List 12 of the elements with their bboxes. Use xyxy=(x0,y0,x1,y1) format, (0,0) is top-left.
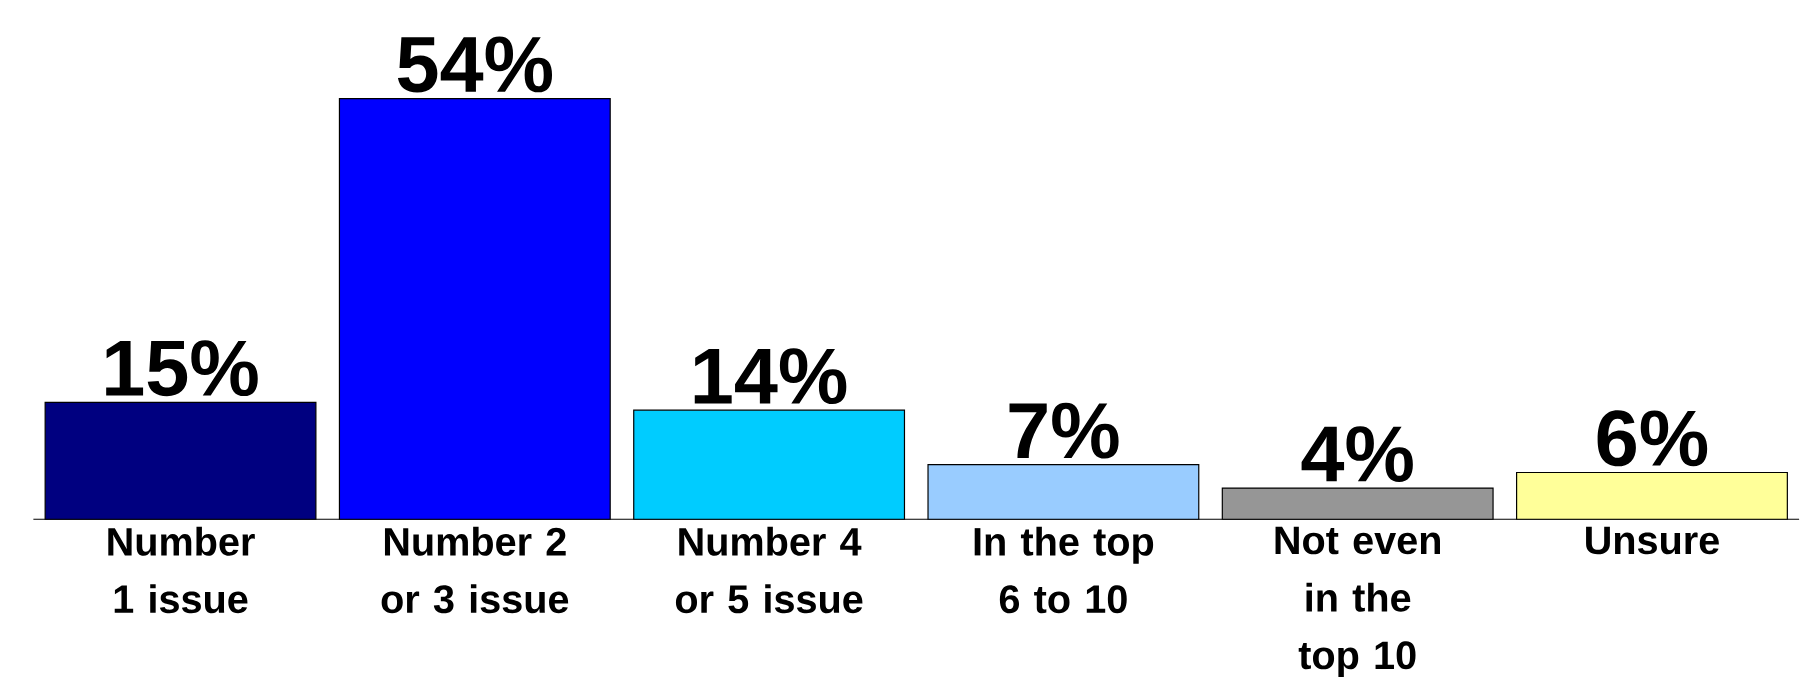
data-label: 15% xyxy=(106,340,258,397)
x-tick-label: Number 1 issue xyxy=(108,526,255,614)
x-tick-label: In the top 6 to 10 xyxy=(974,526,1154,614)
x-tick-label: Number 2 or 3 issue xyxy=(381,526,569,614)
x-tick-label: Number 4 or 5 issue xyxy=(675,526,863,614)
data-label: 6% xyxy=(1597,410,1708,467)
data-label: 7% xyxy=(1009,402,1119,459)
x-tick-label: Unsure xyxy=(1586,526,1719,555)
x-tick-label: Not even in the top 10 xyxy=(1275,526,1440,678)
data-label: 54% xyxy=(397,36,553,93)
data-label: 14% xyxy=(694,348,847,405)
data-label: 4% xyxy=(1301,426,1413,483)
